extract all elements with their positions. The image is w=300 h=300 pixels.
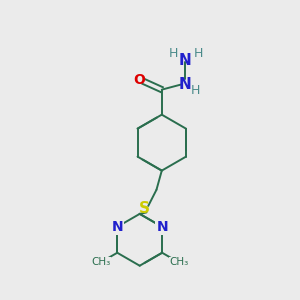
Text: N: N: [178, 77, 191, 92]
Text: N: N: [156, 220, 168, 234]
Text: H: H: [168, 47, 178, 60]
Text: S: S: [139, 201, 150, 216]
Text: CH₃: CH₃: [91, 257, 110, 267]
Text: N: N: [111, 220, 123, 234]
Text: O: O: [134, 73, 145, 87]
Text: H: H: [193, 47, 203, 60]
Text: N: N: [178, 53, 191, 68]
Text: H: H: [191, 84, 201, 97]
Text: CH₃: CH₃: [169, 257, 188, 267]
